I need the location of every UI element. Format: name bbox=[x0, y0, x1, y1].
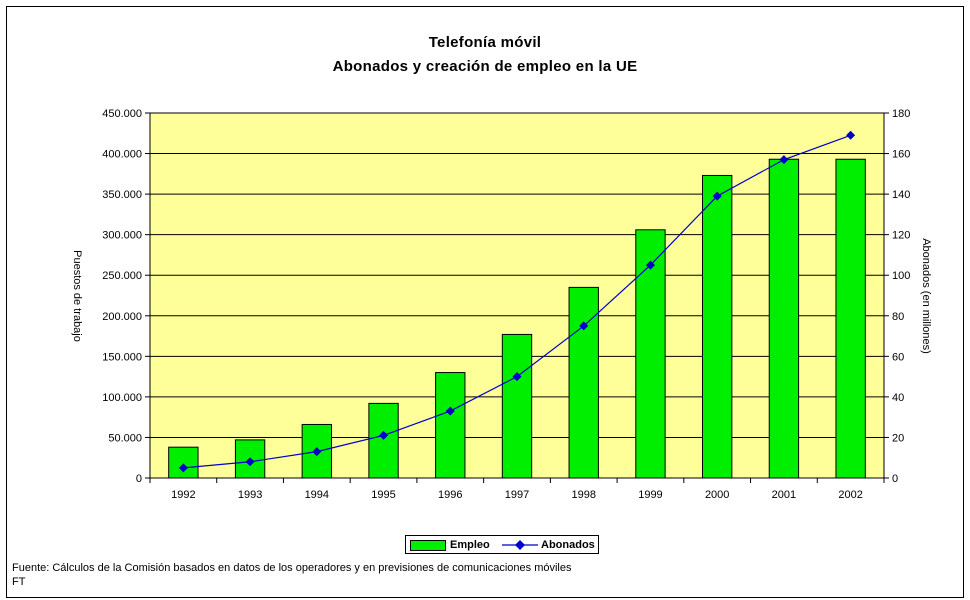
right-tick-label: 20 bbox=[892, 432, 904, 444]
bar-empleo bbox=[435, 372, 466, 479]
legend-label-empleo: Empleo bbox=[450, 539, 490, 551]
x-tick-label: 1999 bbox=[638, 489, 662, 501]
right-tick-label: 80 bbox=[892, 311, 904, 323]
legend-swatch-empleo bbox=[410, 539, 446, 551]
bar-empleo bbox=[568, 286, 599, 479]
right-tick-label: 60 bbox=[892, 351, 904, 363]
left-axis-title: Puestos de trabajo bbox=[71, 250, 83, 342]
x-tick-label: 1993 bbox=[238, 489, 262, 501]
chart-title: Telefonía móvil bbox=[428, 34, 542, 51]
right-tick-label: 140 bbox=[892, 189, 910, 201]
right-tick-label: 160 bbox=[892, 149, 910, 161]
point-abonados bbox=[645, 260, 655, 270]
bar-empleo bbox=[835, 158, 866, 479]
bar-empleo bbox=[702, 174, 733, 479]
right-tick-label: 180 bbox=[892, 108, 910, 120]
point-abonados bbox=[579, 321, 589, 331]
x-tick-label: 2001 bbox=[772, 489, 796, 501]
point-abonados bbox=[512, 372, 522, 382]
bar-empleo bbox=[168, 446, 199, 479]
point-abonados bbox=[178, 463, 188, 473]
bar-empleo bbox=[768, 158, 800, 479]
right-axis-title: Abonados (en millones) bbox=[920, 238, 932, 354]
left-tick-label: 450.000 bbox=[102, 108, 142, 120]
legend-marker-abonados bbox=[502, 540, 538, 550]
legend: Empleo Abonados bbox=[405, 535, 599, 554]
x-tick-label: 2000 bbox=[705, 489, 729, 501]
right-tick-label: 100 bbox=[892, 270, 910, 282]
source-note: Fuente: Cálculos de la Comisión basados … bbox=[12, 562, 572, 588]
right-tick-label: 0 bbox=[892, 473, 898, 485]
left-tick-label: 100.000 bbox=[102, 392, 142, 404]
left-tick-label: 50.000 bbox=[108, 432, 142, 444]
point-abonados bbox=[712, 191, 722, 201]
bar-empleo bbox=[635, 229, 666, 479]
left-tick-label: 200.000 bbox=[102, 311, 142, 323]
x-tick-label: 1994 bbox=[305, 489, 329, 501]
point-abonados bbox=[379, 430, 389, 440]
legend-label-abonados: Abonados bbox=[541, 539, 595, 551]
left-tick-label: 350.000 bbox=[102, 189, 142, 201]
left-tick-label: 150.000 bbox=[102, 351, 142, 363]
left-tick-label: 400.000 bbox=[102, 149, 142, 161]
left-tick-label: 250.000 bbox=[102, 270, 142, 282]
x-tick-label: 1997 bbox=[505, 489, 529, 501]
point-abonados bbox=[245, 457, 255, 467]
x-tick-label: 1998 bbox=[571, 489, 595, 501]
x-tick-label: 1995 bbox=[371, 489, 395, 501]
chart-subtitle: Abonados y creación de empleo en la UE bbox=[332, 58, 638, 75]
x-tick-label: 2002 bbox=[838, 489, 862, 501]
left-tick-label: 0 bbox=[136, 473, 142, 485]
left-tick-label: 300.000 bbox=[102, 230, 142, 242]
x-tick-label: 1992 bbox=[171, 489, 195, 501]
point-abonados bbox=[846, 130, 856, 140]
point-abonados bbox=[312, 447, 322, 457]
bar-empleo bbox=[501, 333, 533, 479]
bar-empleo bbox=[368, 402, 399, 479]
right-tick-label: 40 bbox=[892, 392, 904, 404]
legend-item-abonados: Abonados bbox=[502, 539, 595, 551]
point-abonados bbox=[779, 155, 789, 165]
point-abonados bbox=[445, 406, 455, 416]
right-tick-label: 120 bbox=[892, 230, 910, 242]
x-tick-label: 1996 bbox=[438, 489, 462, 501]
legend-item-empleo: Empleo bbox=[410, 539, 490, 551]
